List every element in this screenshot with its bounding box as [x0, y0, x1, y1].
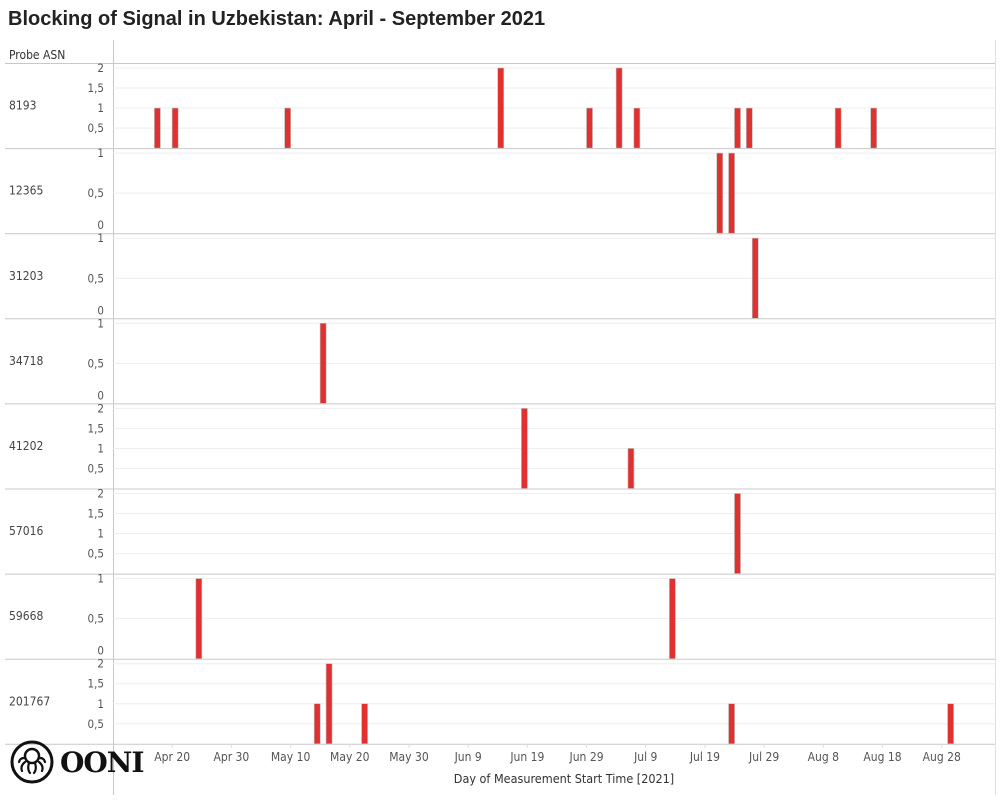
- bar: [633, 107, 641, 149]
- row-header-label: Probe ASN: [9, 48, 65, 62]
- y-tick-label: 2: [97, 61, 104, 75]
- panel-201767: 201767 2 1,5 1 0,5: [5, 657, 995, 745]
- y-tick-label: 0,5: [88, 121, 104, 135]
- bar: [728, 703, 735, 745]
- asn-label: 12365: [9, 184, 43, 198]
- y-tick-label: 1,5: [88, 421, 104, 435]
- y-tick-label: 1: [97, 572, 104, 586]
- bar: [325, 663, 333, 745]
- y-tick-label: 1: [97, 441, 104, 455]
- bar: [313, 703, 321, 745]
- asn-label: 31203: [9, 269, 43, 283]
- y-tick-label: 0,5: [88, 271, 104, 285]
- y-tick-label: 0,5: [88, 547, 104, 561]
- bar: [586, 107, 593, 149]
- bar: [361, 703, 368, 745]
- y-tick-label: 1: [97, 231, 104, 245]
- y-tick-label: 0,5: [88, 717, 104, 731]
- x-tick-label: Aug 8: [808, 750, 840, 764]
- x-tick-label: Jul 19: [689, 750, 720, 764]
- panel-31203: 31203 1 0,5 0: [5, 231, 995, 320]
- y-tick-label: 0: [97, 644, 104, 658]
- x-axis-title: Day of Measurement Start Time [2021]: [454, 771, 674, 786]
- y-tick-label: 1,5: [88, 507, 104, 521]
- y-tick-label: 0: [97, 303, 104, 317]
- x-tick-label: Jun 9: [454, 750, 482, 764]
- bar: [947, 703, 954, 745]
- bar: [716, 152, 724, 234]
- y-tick-label: 1: [97, 316, 104, 330]
- x-tick-label: Aug 18: [863, 750, 901, 764]
- y-tick-label: 0,5: [88, 186, 104, 200]
- panel-12365: 12365 1 0,5 0: [5, 146, 995, 235]
- y-tick-label: 1: [97, 527, 104, 541]
- asn-label: 201767: [9, 694, 50, 708]
- x-tick-label: Jul 9: [633, 750, 657, 764]
- bar: [870, 107, 877, 149]
- bar: [195, 578, 203, 659]
- bar: [284, 107, 291, 149]
- bar: [734, 107, 741, 149]
- bar: [627, 448, 635, 489]
- bar: [154, 107, 161, 149]
- logo-text: OONI: [60, 745, 144, 779]
- x-tick-label: May 10: [271, 750, 311, 764]
- panel-34718: 34718 1 0,5 0: [5, 316, 995, 405]
- bar: [834, 107, 842, 149]
- bar: [728, 152, 735, 234]
- asn-label: 59668: [9, 609, 43, 623]
- y-tick-label: 0,5: [88, 356, 104, 370]
- bar: [746, 107, 753, 149]
- y-tick-label: 2: [97, 487, 104, 501]
- asn-label: 57016: [9, 524, 43, 538]
- bar: [521, 408, 528, 489]
- x-tick-label: Apr 30: [213, 750, 249, 764]
- y-tick-label: 0: [97, 388, 104, 402]
- x-tick-label: Aug 28: [923, 750, 961, 764]
- bar: [615, 67, 623, 149]
- asn-label: 8193: [9, 99, 36, 113]
- x-tick-label: Jul 29: [748, 750, 779, 764]
- asn-label: 34718: [9, 354, 43, 368]
- y-tick-label: 1,5: [88, 677, 104, 691]
- bar: [669, 578, 676, 659]
- panel-59668: 59668 1 0,5 0: [5, 572, 995, 660]
- y-tick-label: 1: [97, 697, 104, 711]
- bar: [734, 493, 741, 574]
- x-tick-label: Jun 29: [569, 750, 604, 764]
- y-tick-label: 2: [97, 401, 104, 415]
- panel-57016: 57016 2 1,5 1 0,5: [5, 487, 995, 575]
- bar: [319, 322, 327, 404]
- panel-8193: 8193 2 1,5 1 0,5: [5, 61, 995, 150]
- y-tick-label: 1,5: [88, 81, 104, 95]
- y-tick-label: 0,5: [88, 612, 104, 626]
- x-tick-label: May 30: [389, 750, 429, 764]
- ooni-logo: OONI: [10, 740, 144, 784]
- y-tick-label: 1: [97, 146, 104, 160]
- asn-label: 41202: [9, 439, 43, 453]
- bar: [497, 67, 505, 149]
- y-tick-label: 0,5: [88, 461, 104, 475]
- y-tick-label: 1: [97, 101, 104, 115]
- x-tick-label: Apr 20: [154, 750, 190, 764]
- bar: [171, 107, 179, 149]
- x-tick-label: May 20: [330, 750, 370, 764]
- octopus-icon: [10, 740, 54, 784]
- y-tick-label: 2: [97, 657, 104, 671]
- chart-title: Blocking of Signal in Uzbekistan: April …: [8, 8, 546, 30]
- y-tick-label: 0: [97, 218, 104, 232]
- panel-41202: 41202 2 1,5 1 0,5: [5, 401, 995, 490]
- x-tick-label: Jun 19: [509, 750, 544, 764]
- bar: [751, 237, 759, 319]
